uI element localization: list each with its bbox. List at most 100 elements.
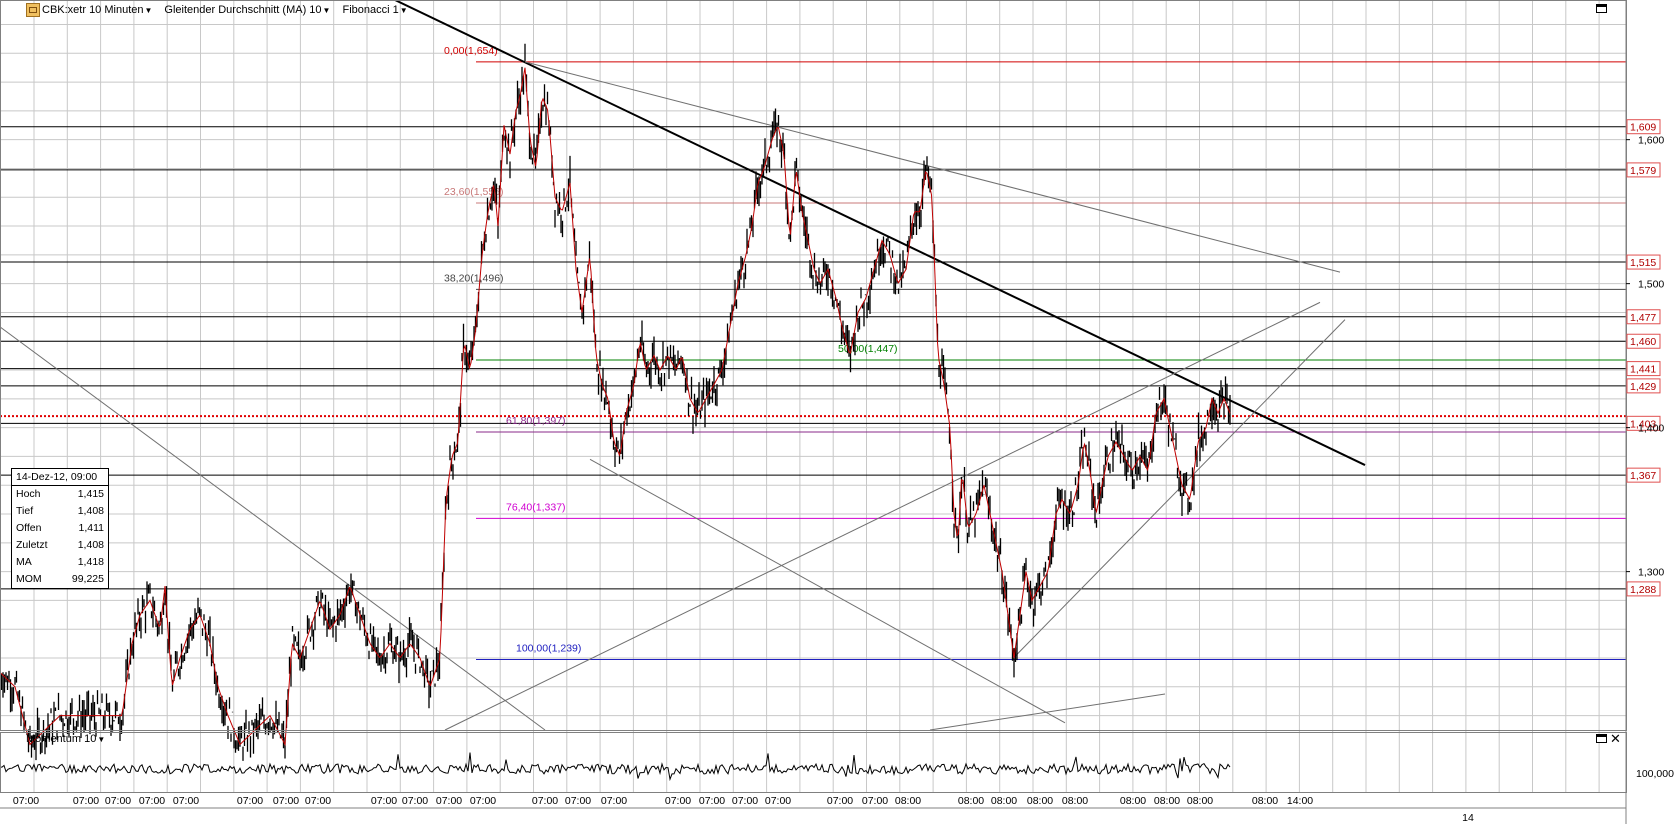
x-tick-label: 08:00 xyxy=(895,795,921,807)
x-tick-label: 07:00 xyxy=(765,795,791,807)
symbol-label: CBK:xetr 10 Minuten xyxy=(42,4,144,16)
indicator-ma-label: Gleitender Durchschnitt (MA) 10 xyxy=(164,4,322,16)
level-tag-label: 1,403 xyxy=(1630,418,1656,430)
data-window-row-label: Offen xyxy=(16,522,42,534)
x-tick-label: 07:00 xyxy=(73,795,99,807)
x-tick-label: 08:00 xyxy=(1062,795,1088,807)
level-tag-label: 1,579 xyxy=(1630,165,1656,177)
x-tick-label: 07:00 xyxy=(732,795,758,807)
data-window-row-label: Tief xyxy=(16,505,34,517)
data-window-row: Zuletzt 1,408 xyxy=(12,537,108,554)
x-tick-label: 14:00 xyxy=(1287,795,1313,807)
x-tick-label: 07:00 xyxy=(173,795,199,807)
fibonacci-label: 0,00(1,654) xyxy=(444,45,498,57)
x-tick-label: 07:00 xyxy=(532,795,558,807)
y-tick-label: 1,500 xyxy=(1638,279,1664,291)
indicator-fibonacci-menu[interactable]: Fibonacci 1 ▼ xyxy=(336,4,413,16)
chart-icon[interactable] xyxy=(26,3,40,17)
data-window: 14-Dez-12, 09:00 Hoch 1,415 Tief 1,408 Offen… xyxy=(11,468,109,589)
data-window-row-label: MOM xyxy=(16,573,42,585)
level-tag xyxy=(1626,467,1661,483)
x-tick-label: 07:00 xyxy=(827,795,853,807)
close-icon[interactable]: ✕ xyxy=(1610,731,1621,746)
moving-average-line xyxy=(0,67,1231,747)
horizontal-levels xyxy=(0,126,1626,590)
momentum-maximize-icon[interactable] xyxy=(1596,734,1607,743)
level-tag-label: 1,609 xyxy=(1630,122,1656,134)
chevron-down-icon: ▼ xyxy=(322,5,331,15)
level-tag xyxy=(1626,378,1661,394)
fibonacci-label: 23,60(1,556) xyxy=(444,186,504,198)
x-tick-label: 07:00 xyxy=(665,795,691,807)
momentum-menu[interactable]: Momentum 10▼ xyxy=(26,733,105,745)
trendline xyxy=(0,326,546,731)
fibonacci-levels: 0,00(1,654)23,60(1,556)38,20(1,496)50,00… xyxy=(444,45,1626,660)
data-window-row-label: MA xyxy=(16,556,32,568)
maximize-icon[interactable] xyxy=(1596,4,1607,13)
level-tag xyxy=(1626,361,1661,377)
level-tag xyxy=(1626,581,1661,597)
x-tick-label: 08:00 xyxy=(1120,795,1146,807)
fibonacci-label: 61,80(1,397) xyxy=(506,415,566,427)
level-tag xyxy=(1626,254,1661,270)
x-tick-label: 07:00 xyxy=(470,795,496,807)
grid xyxy=(0,0,1626,792)
data-window-rows: Hoch 1,415 Tief 1,408 Offen 1,411 Zuletzt 1,408… xyxy=(12,486,108,588)
data-window-row-value: 1,418 xyxy=(77,556,104,568)
x-tick-label: 07:00 xyxy=(601,795,627,807)
level-tag xyxy=(1626,333,1661,349)
x-tick-label: 07:00 xyxy=(13,795,39,807)
level-tag xyxy=(1626,119,1661,135)
level-tag-label: 1,441 xyxy=(1630,364,1656,376)
x-tick-label: 08:00 xyxy=(1027,795,1053,807)
level-tag xyxy=(1626,309,1661,325)
x-axis: 07:00 07:00 07:00 07:00 07:00 07:00 07:00 07:00… xyxy=(0,795,1626,824)
x-tick-label: 07:00 xyxy=(305,795,331,807)
level-tag xyxy=(1626,162,1661,178)
x-tick-label: 07:00 xyxy=(273,795,299,807)
momentum-axis-label: 100,000 xyxy=(1636,768,1674,780)
momentum-line xyxy=(0,752,1231,782)
x-tick-label: 08:00 xyxy=(1252,795,1278,807)
indicator-ma-menu[interactable]: Gleitender Durchschnitt (MA) 10 ▼ xyxy=(158,4,336,16)
chevron-down-icon: ▼ xyxy=(144,5,153,15)
x-tick-label: 07:00 xyxy=(105,795,131,807)
indicator-fibonacci-label: Fibonacci 1 xyxy=(342,4,399,16)
chevron-down-icon: ▼ xyxy=(97,735,106,744)
data-window-row: Hoch 1,415 xyxy=(12,486,108,503)
fibonacci-label: 76,40(1,337) xyxy=(506,501,566,513)
level-tag-label: 1,367 xyxy=(1630,470,1656,482)
y-tick-label: 1,400 xyxy=(1638,423,1664,435)
data-window-row-value: 1,411 xyxy=(78,522,105,534)
level-tag xyxy=(1626,415,1661,431)
data-window-date: 14-Dez-12, 09:00 xyxy=(12,469,108,486)
trendline xyxy=(589,458,1066,724)
fibonacci-label: 100,00(1,239) xyxy=(516,642,581,654)
level-tag-label: 1,288 xyxy=(1630,584,1656,596)
data-window-row: Tief 1,408 xyxy=(12,503,108,520)
x-tick-label: 08:00 xyxy=(958,795,984,807)
x-tick-label: 07:00 xyxy=(862,795,888,807)
trendline xyxy=(524,61,1341,273)
x-tick-label: 08:00 xyxy=(1154,795,1180,807)
trendline xyxy=(394,0,1366,466)
chart-toolbar: CBK:xetr 10 Minuten ▼ Gleitender Durchsch… xyxy=(0,0,414,20)
trendline xyxy=(444,301,1321,731)
price-bars xyxy=(0,43,1231,761)
data-window-row-value: 99,225 xyxy=(71,573,104,585)
y-tick-label: 1,600 xyxy=(1638,135,1664,147)
level-tag-label: 1,460 xyxy=(1630,336,1656,348)
price-series xyxy=(0,43,1231,761)
x-tick-label: 07:00 xyxy=(139,795,165,807)
trendline xyxy=(929,693,1166,731)
x-tick-label: 08:00 xyxy=(991,795,1017,807)
x-tick-label: 07:00 xyxy=(237,795,263,807)
symbol-menu[interactable]: CBK:xetr 10 Minuten ▼ xyxy=(42,4,158,16)
data-window-row-label: Zuletzt xyxy=(16,539,48,551)
x-tick-label: 07:00 xyxy=(402,795,428,807)
data-window-row: MA 1,418 xyxy=(12,554,108,571)
data-window-row-value: 1,408 xyxy=(77,505,104,517)
x-tick-label: 07:00 xyxy=(371,795,397,807)
y-tick-label: 1,300 xyxy=(1638,567,1664,579)
